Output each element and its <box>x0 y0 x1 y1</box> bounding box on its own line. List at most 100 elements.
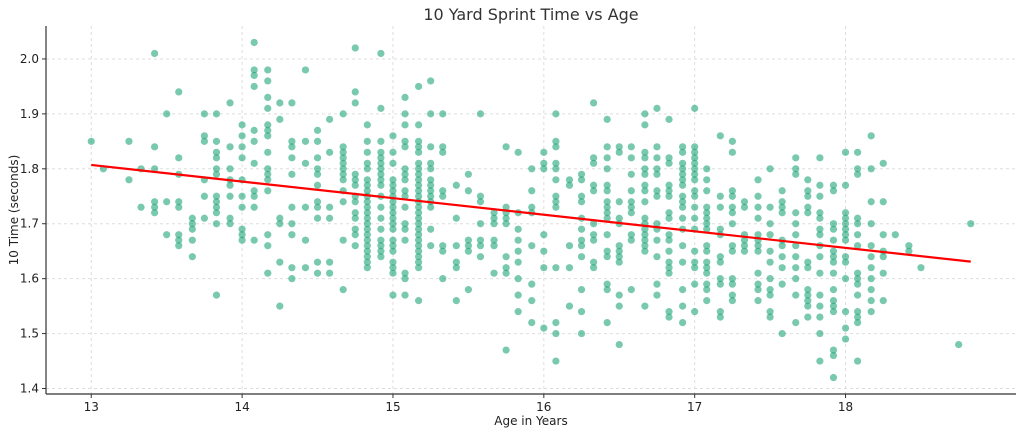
data-point <box>615 340 623 349</box>
data-point <box>363 242 371 250</box>
data-point <box>377 214 385 222</box>
data-point <box>703 264 711 272</box>
data-point <box>804 297 812 305</box>
data-point <box>351 99 359 107</box>
data-point <box>641 247 649 255</box>
data-point <box>829 297 838 305</box>
data-point <box>326 203 334 211</box>
data-point <box>377 225 385 233</box>
data-point <box>867 286 875 294</box>
data-point <box>641 121 649 129</box>
data-point <box>175 154 183 162</box>
x-tick-label: 13 <box>84 400 99 414</box>
data-point <box>377 170 385 178</box>
data-point <box>679 192 687 200</box>
data-point <box>641 170 649 178</box>
data-point <box>829 286 838 294</box>
x-axis-label: Age in Years <box>494 414 567 428</box>
data-point <box>502 346 510 354</box>
data-point <box>703 258 711 266</box>
data-point <box>829 346 838 354</box>
data-point <box>389 148 397 156</box>
data-point <box>804 291 812 299</box>
data-point <box>728 297 736 305</box>
data-point <box>212 209 221 217</box>
data-point <box>590 99 598 107</box>
data-point <box>326 115 334 123</box>
data-point <box>415 264 423 272</box>
data-point <box>540 231 548 239</box>
data-point <box>464 242 472 250</box>
data-point <box>679 286 687 294</box>
data-point <box>615 291 623 299</box>
data-point <box>377 236 385 244</box>
data-point <box>816 357 824 365</box>
data-point <box>955 340 963 349</box>
data-point <box>476 192 485 200</box>
data-point <box>415 159 423 167</box>
data-point <box>175 203 183 211</box>
data-point <box>490 236 498 244</box>
data-point <box>703 247 711 255</box>
data-point <box>552 192 560 200</box>
data-point <box>615 242 623 250</box>
data-point <box>264 231 272 239</box>
data-point <box>351 231 359 239</box>
data-point <box>665 192 673 200</box>
y-axis-label: 10 Time (seconds) <box>7 155 21 266</box>
data-point <box>829 253 838 261</box>
data-point <box>816 225 824 233</box>
data-point <box>363 159 371 167</box>
data-point <box>792 154 800 162</box>
data-point <box>854 313 862 321</box>
data-point <box>703 286 711 294</box>
data-point <box>816 329 824 338</box>
data-point <box>627 143 635 151</box>
data-point <box>653 236 661 244</box>
data-point <box>439 148 447 156</box>
data-point <box>401 121 409 129</box>
data-point <box>867 308 875 316</box>
data-point <box>401 236 409 244</box>
data-point <box>577 308 586 316</box>
data-point <box>212 203 221 211</box>
data-point <box>301 137 310 145</box>
data-point <box>389 214 397 222</box>
data-point <box>816 269 824 277</box>
data-point <box>377 165 385 173</box>
data-point <box>653 154 661 162</box>
data-point <box>754 297 762 305</box>
data-point <box>716 308 724 316</box>
data-point <box>212 148 221 156</box>
y-tick-label: 1.8 <box>20 162 39 176</box>
data-point <box>200 137 208 145</box>
data-point <box>415 148 423 156</box>
data-point <box>615 247 623 255</box>
data-point <box>490 242 498 250</box>
data-point <box>250 66 258 74</box>
data-point <box>665 258 673 266</box>
data-points <box>87 38 975 382</box>
data-point <box>238 154 246 162</box>
data-point <box>339 154 347 162</box>
data-point <box>716 225 724 233</box>
data-point <box>816 291 824 299</box>
data-point <box>351 44 359 52</box>
data-point <box>653 104 661 112</box>
data-point <box>313 137 322 145</box>
data-point <box>313 126 322 134</box>
data-point <box>766 203 774 211</box>
data-point <box>427 181 435 189</box>
data-point <box>816 302 824 310</box>
data-point <box>967 220 975 228</box>
data-point <box>137 203 145 211</box>
data-point <box>250 38 258 47</box>
data-point <box>691 264 699 272</box>
data-point <box>151 165 159 173</box>
data-point <box>264 77 272 85</box>
data-point <box>427 187 435 195</box>
data-point <box>905 247 913 255</box>
data-point <box>641 148 649 156</box>
data-point <box>679 258 687 266</box>
data-point <box>452 297 460 305</box>
